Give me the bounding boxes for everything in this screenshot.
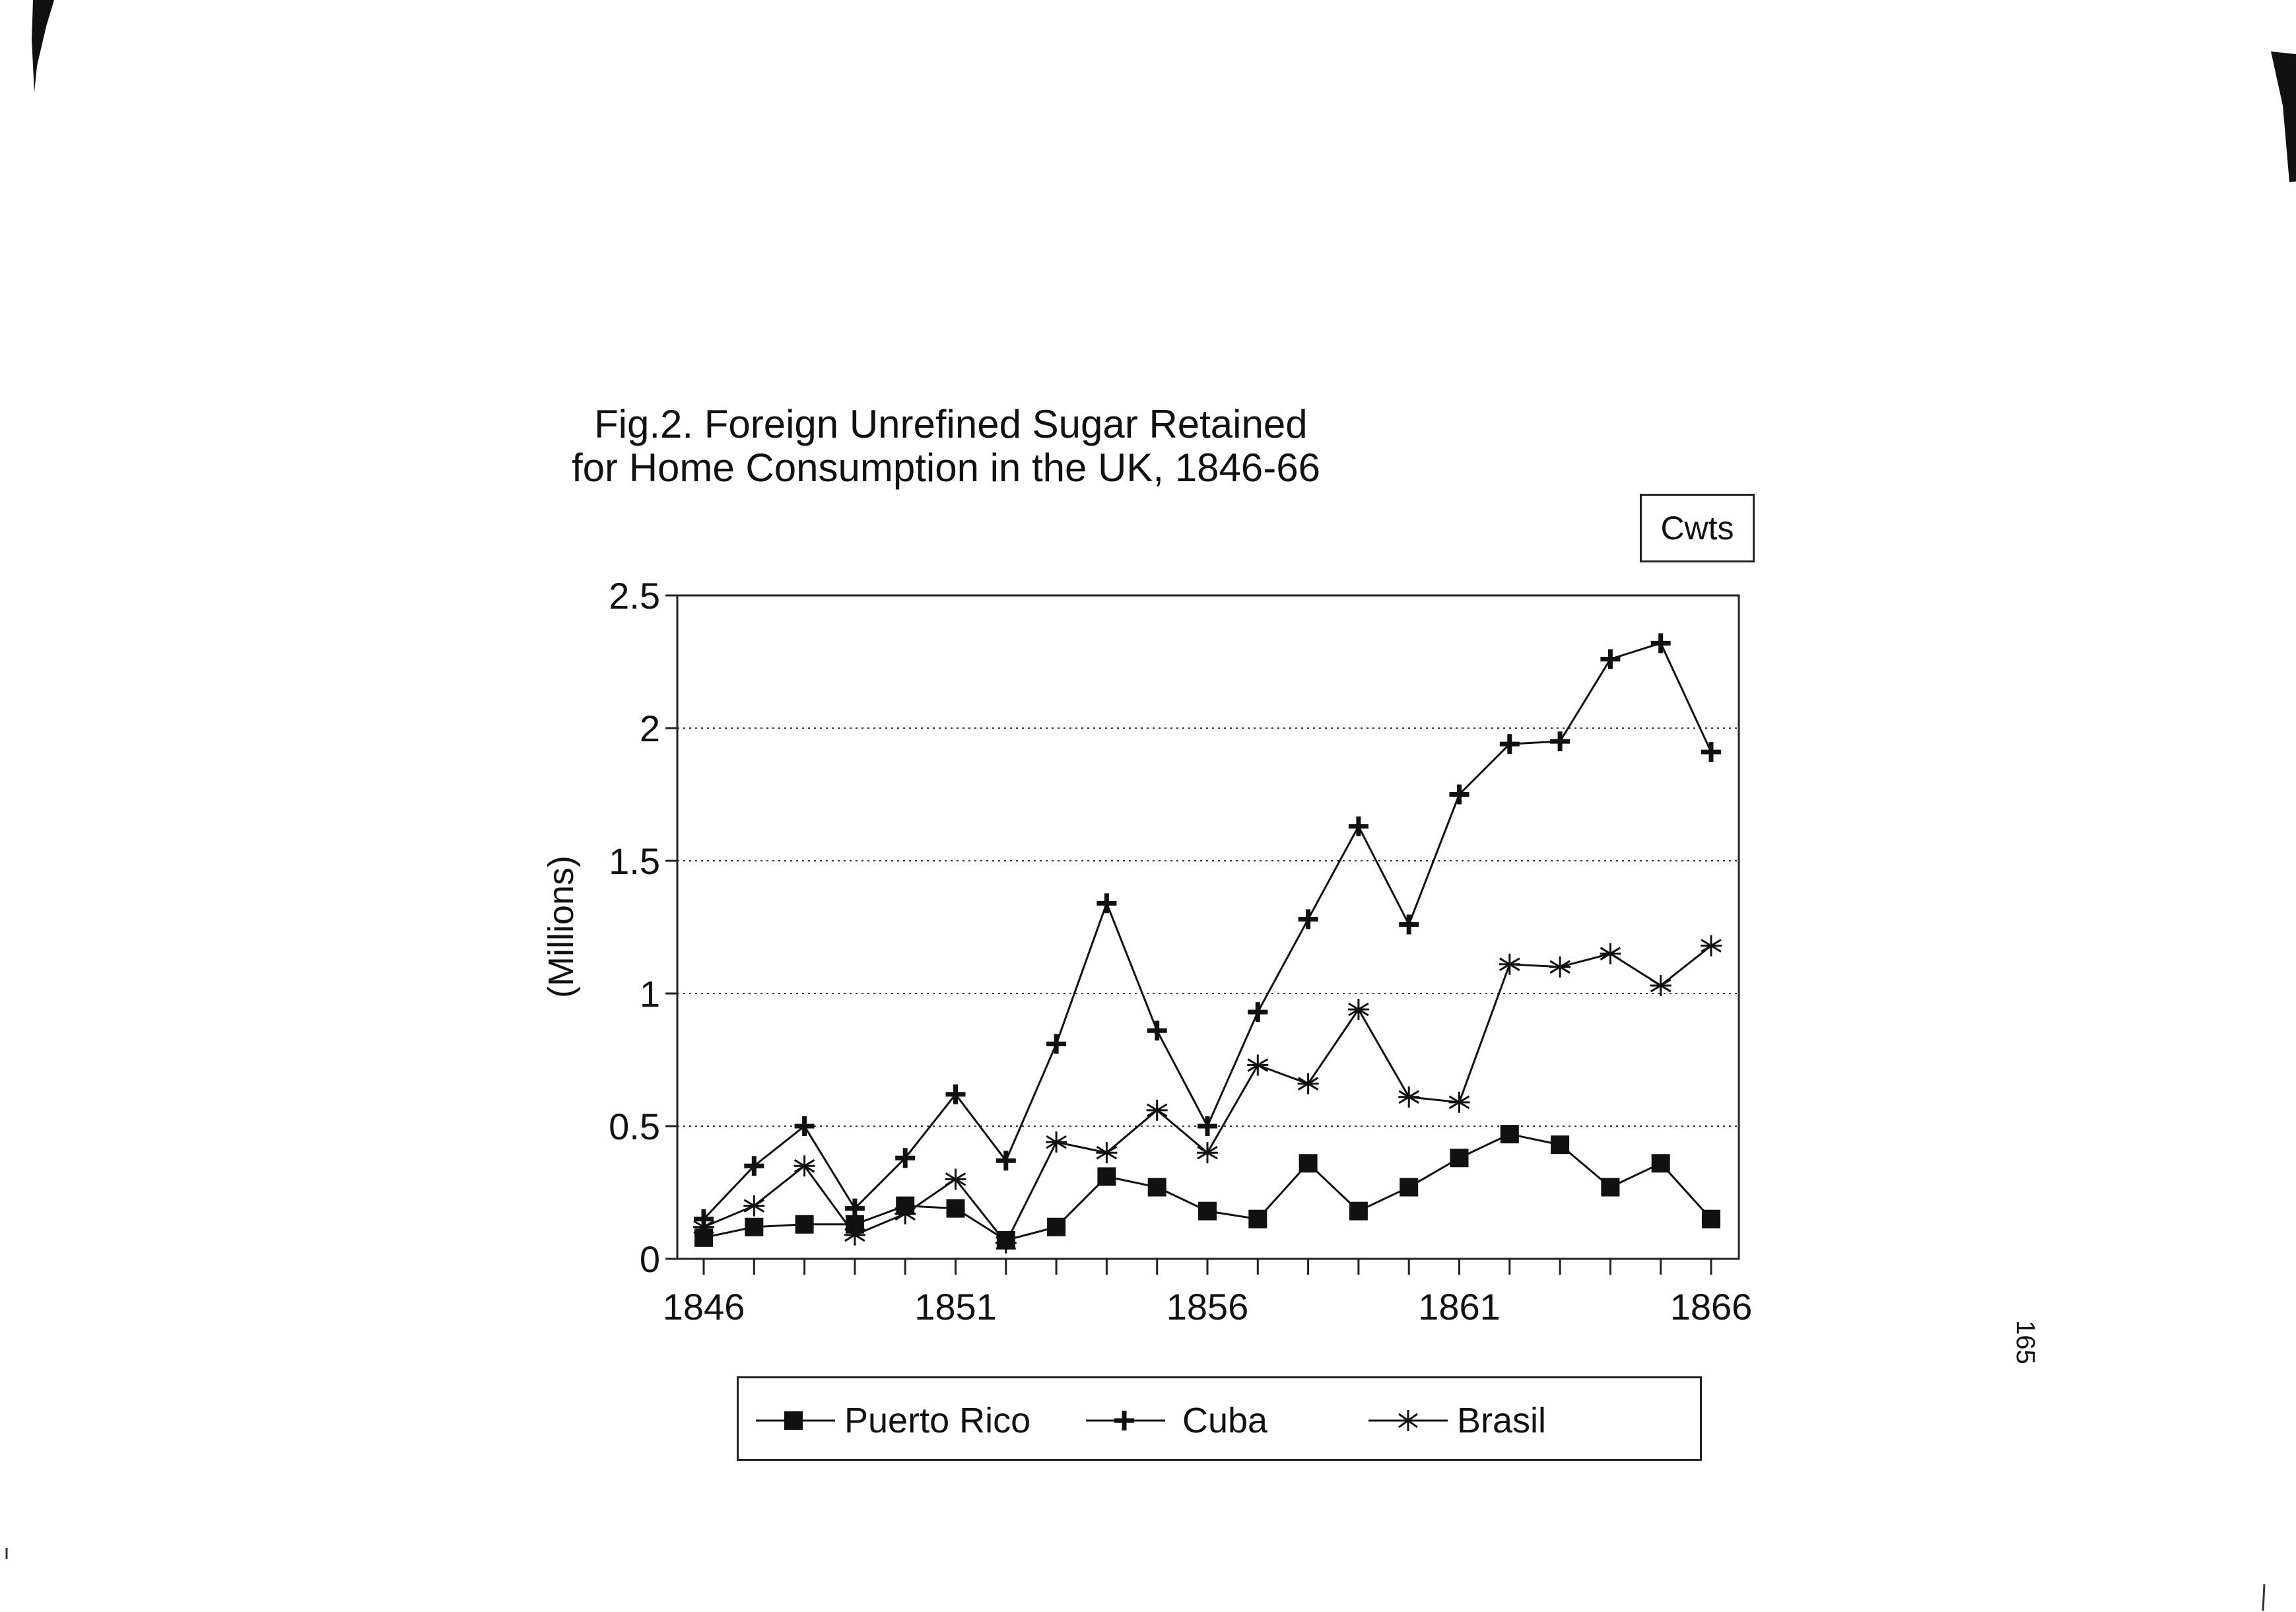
legend-item-brasil: Brasil [1368,1378,1546,1463]
data-point-cuba [844,1198,865,1219]
data-point-cuba [794,1116,815,1136]
units-label-box: Cwts [1640,494,1755,562]
data-point-puerto-rico [1500,1125,1519,1144]
data-point-brasil [1096,1142,1118,1164]
data-point-puerto-rico [1400,1178,1419,1197]
data-point-puerto-rico [1551,1135,1570,1155]
data-point-brasil [743,1195,765,1217]
legend-label-brasil: Brasil [1457,1401,1547,1440]
data-point-brasil [1197,1142,1218,1164]
legend-marker-asterisk-icon [1368,1410,1448,1431]
data-point-puerto-rico [1198,1201,1217,1221]
data-point-cuba [996,1151,1016,1171]
x-tick-label: 1846 [663,1286,745,1327]
legend-item-puerto-rico: Puerto Rico [756,1378,1030,1463]
legend-marker-square-icon [756,1411,835,1430]
data-point-puerto-rico [1702,1209,1720,1228]
y-tick-label: 0 [640,1238,660,1280]
data-point-cuba [1348,816,1368,836]
data-point-brasil [1347,999,1369,1021]
series-brasil [693,935,1722,1254]
series-puerto-rico [694,1125,1720,1250]
data-point-cuba [1499,734,1520,755]
data-point-puerto-rico [745,1217,764,1236]
units-label: Cwts [1660,510,1734,547]
x-tick-label: 1851 [914,1286,997,1327]
data-point-cuba [945,1084,966,1104]
data-point-cuba [1147,1021,1167,1041]
data-point-brasil [1146,1099,1168,1121]
data-point-cuba [1701,742,1721,762]
data-point-cuba [1449,784,1469,805]
x-tick-label: 1866 [1670,1286,1753,1327]
data-point-brasil [1499,953,1520,975]
data-point-cuba [1198,1116,1217,1136]
data-point-cuba [1399,914,1419,935]
data-point-cuba [1600,649,1621,669]
data-point-brasil [793,1155,815,1177]
data-point-puerto-rico [1601,1178,1620,1197]
data-point-brasil [1600,943,1621,964]
x-tick-label: 1861 [1418,1286,1501,1327]
data-point-cuba [1248,1002,1268,1023]
data-point-puerto-rico [795,1215,814,1234]
margin-tick-right [2262,1584,2266,1611]
page-number: 165 [2011,1320,2040,1364]
series-cuba [694,633,1721,1229]
legend-label-puerto-rico: Puerto Rico [844,1401,1031,1440]
data-point-cuba [1298,909,1318,929]
data-point-cuba [1550,731,1570,752]
data-point-brasil [1046,1131,1067,1153]
data-point-brasil [995,1232,1017,1254]
data-point-brasil [1650,974,1671,996]
y-tick-label: 2 [640,708,660,749]
data-point-puerto-rico [1047,1217,1066,1236]
data-point-brasil [945,1168,966,1190]
data-point-cuba [744,1156,764,1176]
y-tick-label: 1 [640,973,660,1015]
corner-mark-top-right [2271,51,2296,182]
data-point-cuba [1097,893,1117,914]
data-point-brasil [1549,956,1571,978]
figure-title-line-1: Fig.2. Foreign Unrefined Sugar Retained [594,402,1308,446]
data-point-brasil [1701,935,1722,957]
series-line-brasil [703,945,1712,1245]
data-point-cuba [895,1148,916,1168]
corner-mark-top-left [32,0,54,92]
data-point-puerto-rico [1097,1167,1116,1186]
data-point-puerto-rico [1349,1201,1368,1221]
data-point-brasil [1247,1054,1269,1076]
data-point-cuba [1046,1034,1067,1054]
y-tick-label: 0.5 [609,1106,660,1147]
data-point-brasil [1448,1091,1470,1113]
data-point-brasil [693,1216,714,1238]
data-point-brasil [895,1203,916,1225]
data-point-brasil [844,1224,865,1246]
data-point-puerto-rico [946,1199,965,1218]
data-point-brasil [1297,1073,1319,1094]
data-point-puerto-rico [1299,1154,1318,1173]
data-point-puerto-rico [1450,1149,1469,1168]
data-point-cuba [1650,633,1671,654]
chart-legend: Puerto Rico Cuba Brasil [737,1376,1702,1461]
y-tick-label: 2.5 [609,575,660,617]
figure-title-line-2: for Home Consumption in the UK, 1846-66 [572,446,1320,490]
legend-marker-plus-icon [1086,1411,1165,1430]
legend-label-cuba: Cuba [1182,1401,1268,1440]
data-point-puerto-rico [1651,1154,1670,1173]
data-point-brasil [1398,1086,1420,1108]
y-tick-label: 1.5 [609,840,660,882]
data-point-puerto-rico [1147,1178,1166,1197]
legend-item-cuba: Cuba [1086,1378,1267,1463]
data-point-puerto-rico [1248,1209,1267,1228]
y-axis-label: (Millions) [541,856,581,998]
x-tick-label: 1856 [1166,1286,1249,1327]
